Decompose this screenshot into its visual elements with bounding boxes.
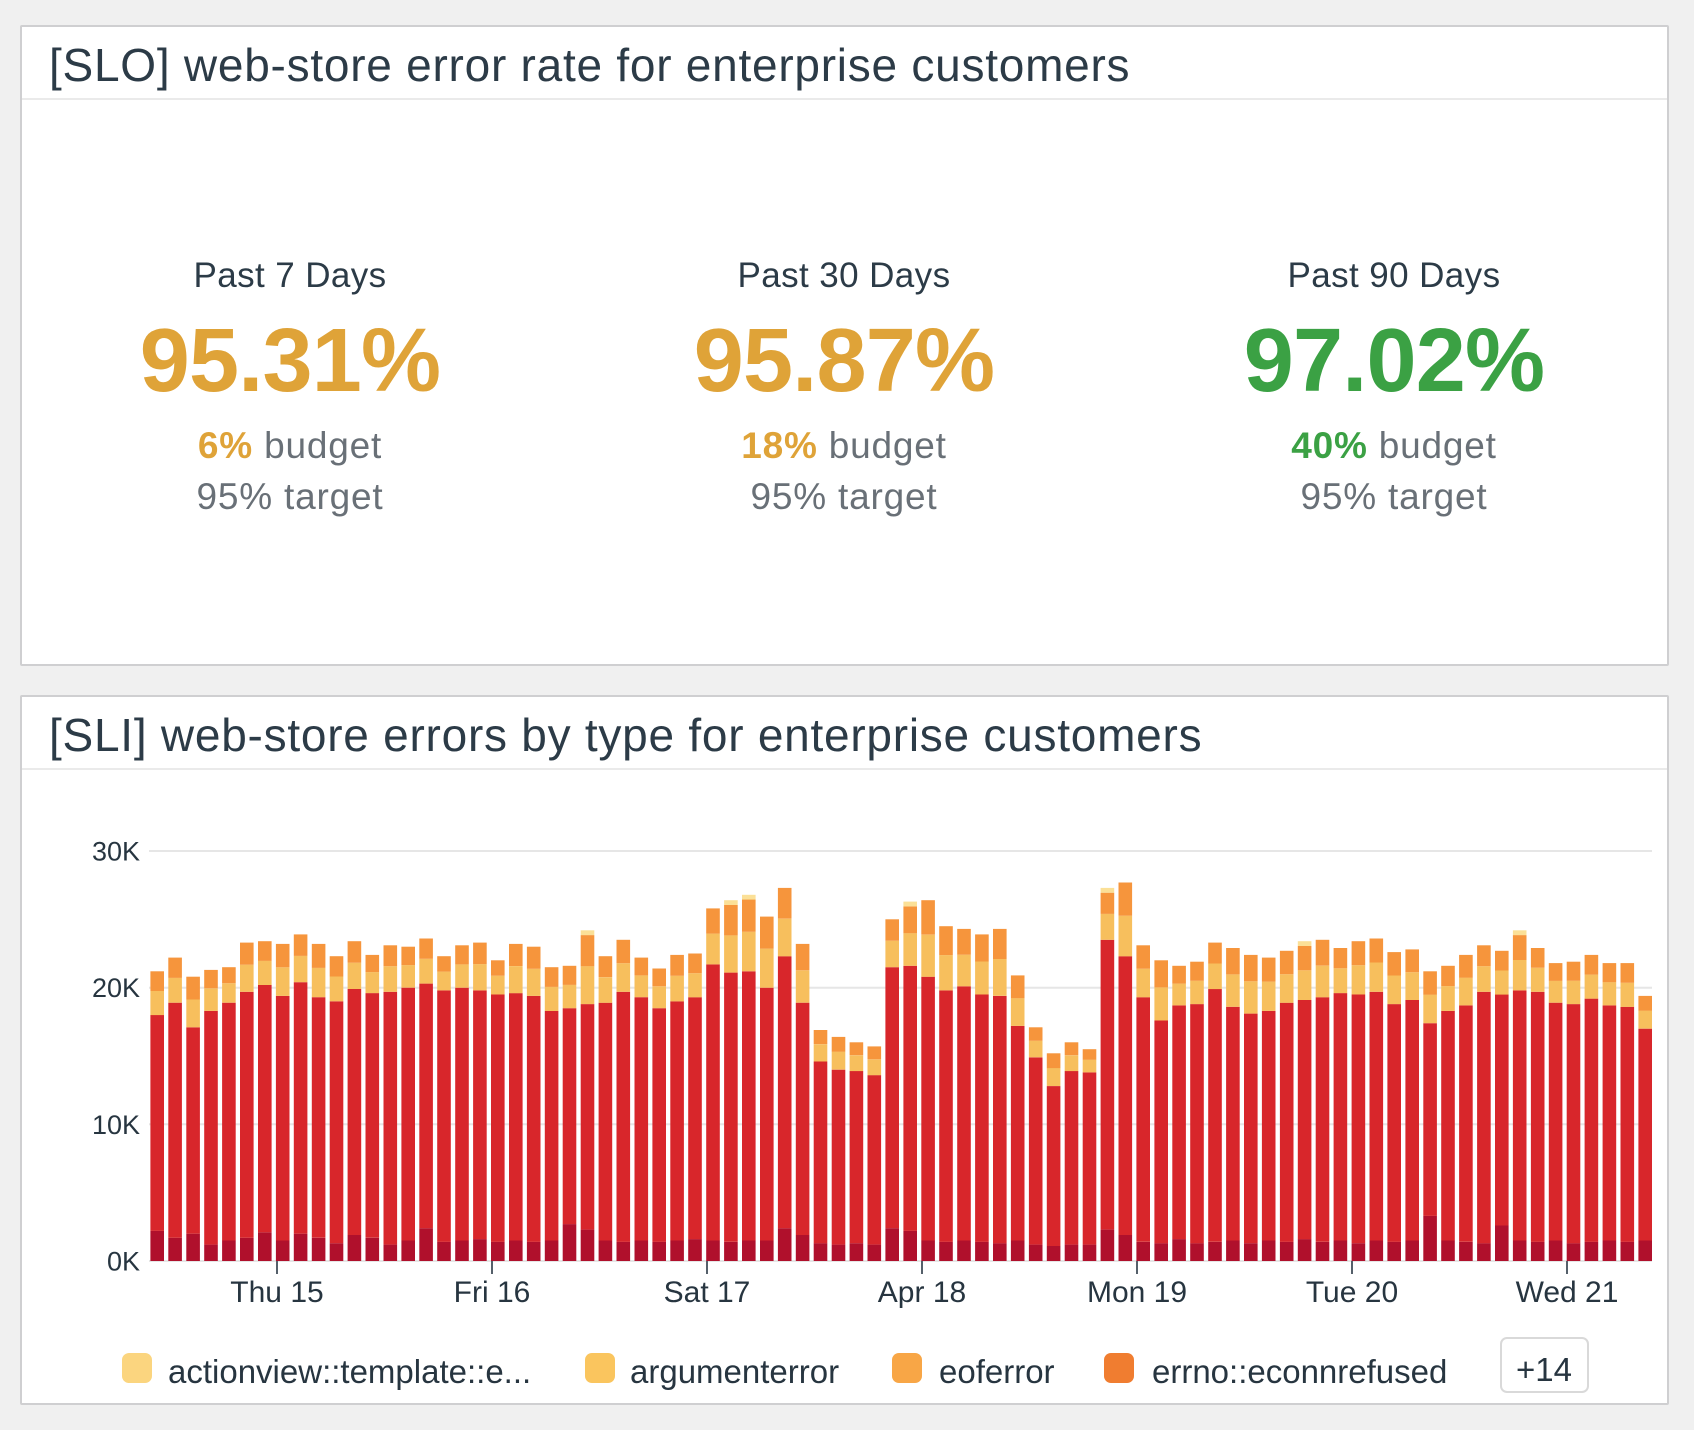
svg-text:30K: 30K (92, 837, 140, 867)
svg-text:+14: +14 (1516, 1351, 1572, 1388)
svg-text:argumenterror: argumenterror (630, 1353, 839, 1390)
svg-text:actionview::template::e...: actionview::template::e... (168, 1353, 531, 1390)
svg-text:10K: 10K (92, 1110, 140, 1140)
svg-text:Fri 16: Fri 16 (454, 1276, 531, 1309)
svg-text:Sat 17: Sat 17 (664, 1276, 751, 1309)
svg-text:Mon 19: Mon 19 (1087, 1276, 1187, 1309)
svg-text:Thu 15: Thu 15 (230, 1276, 323, 1309)
svg-text:20K: 20K (92, 973, 140, 1003)
svg-text:Tue 20: Tue 20 (1306, 1276, 1398, 1309)
svg-text:Wed 21: Wed 21 (1516, 1276, 1619, 1309)
svg-text:0K: 0K (107, 1247, 140, 1277)
svg-text:eoferror: eoferror (939, 1353, 1055, 1390)
svg-text:errno::econnrefused: errno::econnrefused (1152, 1353, 1447, 1390)
svg-text:Apr 18: Apr 18 (878, 1276, 966, 1309)
